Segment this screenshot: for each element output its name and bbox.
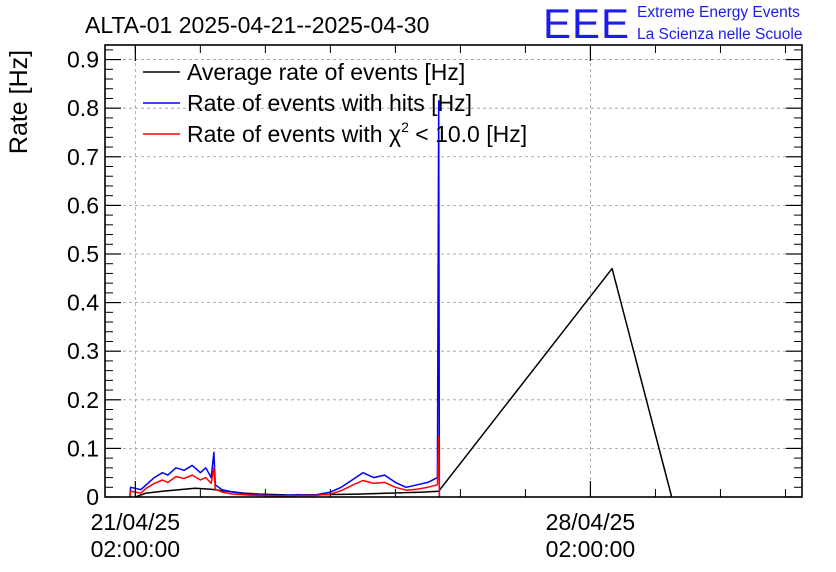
y-tick-label: 0.3 bbox=[67, 338, 99, 364]
plot-frame bbox=[104, 44, 803, 498]
y-axis-label: Rate [Hz] bbox=[5, 50, 33, 154]
legend-chi2-text: Rate of events with χ bbox=[187, 121, 401, 147]
y-tick-label: 0.8 bbox=[67, 95, 99, 121]
x-tick-time: 02:00:00 bbox=[546, 536, 636, 562]
legend-label-average: Average rate of events [Hz] bbox=[187, 59, 465, 85]
legend-label-chi2: Rate of events with χ2 < 10.0 [Hz] bbox=[187, 119, 527, 147]
y-tick-label: 0.4 bbox=[67, 290, 99, 316]
y-tick-label: 0.7 bbox=[67, 144, 99, 170]
logo-mark: EEE bbox=[543, 0, 630, 47]
grid-lines bbox=[105, 45, 802, 497]
y-tick-label: 0.5 bbox=[67, 241, 99, 267]
x-tick-date: 28/04/25 bbox=[546, 509, 636, 535]
logo-line1: Extreme Energy Events bbox=[637, 4, 800, 21]
eee-logo: EEE Extreme Energy Events La Scienza nel… bbox=[543, 0, 802, 47]
x-tick-date: 21/04/25 bbox=[91, 509, 181, 535]
y-tick-label: 0.2 bbox=[67, 387, 99, 413]
y-tick-label: 0.1 bbox=[67, 435, 99, 461]
x-tick-time: 02:00:00 bbox=[91, 536, 181, 562]
series-hits-line bbox=[129, 100, 441, 498]
logo-line2: La Scienza nelle Scuole bbox=[637, 26, 802, 43]
legend-chi2-threshold: < 10.0 [Hz] bbox=[409, 121, 527, 147]
y-tick-label: 0.9 bbox=[67, 47, 99, 73]
series-chi2-line bbox=[129, 435, 441, 498]
legend-label-hits: Rate of events with hits [Hz] bbox=[187, 90, 472, 116]
axes: 00.10.20.30.40.50.60.70.80.921/04/2502:0… bbox=[67, 45, 802, 562]
chart-title: ALTA-01 2025-04-21--2025-04-30 bbox=[85, 12, 429, 38]
y-tick-label: 0.6 bbox=[67, 192, 99, 218]
legend: Average rate of events [Hz] Rate of even… bbox=[143, 59, 527, 147]
y-tick-label: 0 bbox=[86, 484, 99, 510]
series-layer bbox=[129, 100, 673, 498]
legend-chi2-superscript: 2 bbox=[401, 119, 409, 135]
